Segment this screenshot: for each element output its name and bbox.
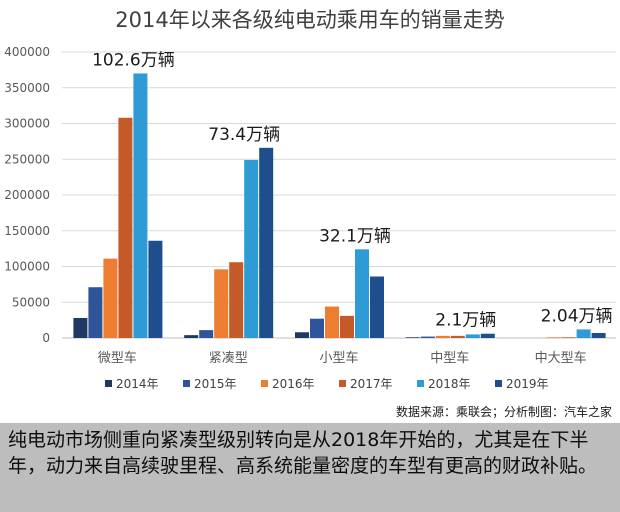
bar (88, 287, 103, 338)
y-tick-label: 200000 (4, 188, 50, 202)
y-tick-label: 300000 (4, 117, 50, 131)
y-tick-label: 250000 (4, 152, 50, 166)
legend: 2014年 2015年 2016年 2017年 2018年 2019年 (105, 377, 549, 391)
bar (229, 262, 244, 338)
sales-bar-chart: 0 50000 100000 150000 200000 250000 300000 3500… (4, 45, 616, 391)
bar-annotation: 2.04万辆 (541, 306, 613, 326)
bar (214, 269, 229, 338)
legend-label: 2016年 (272, 377, 315, 391)
bar (325, 306, 339, 338)
bar (148, 240, 163, 338)
x-category-label: 微型车 (98, 350, 137, 366)
bar (103, 258, 118, 338)
bar (340, 315, 354, 338)
bar (133, 73, 148, 338)
bar-annotation: 73.4万辆 (208, 125, 280, 145)
legend-swatch (339, 380, 346, 387)
x-category-label: 小型车 (319, 350, 358, 366)
bar (118, 117, 133, 338)
bar (73, 317, 88, 338)
legend-label: 2014年 (116, 377, 159, 391)
y-tick-label: 0 (42, 331, 50, 345)
legend-label: 2015年 (194, 377, 237, 391)
bar (184, 335, 199, 338)
bar (244, 159, 259, 338)
legend-swatch (105, 380, 112, 387)
x-category-label: 紧凑型 (209, 351, 248, 366)
x-axis-categories: 微型车 紧凑型 小型车 中型车 中大型车 (98, 350, 587, 366)
legend-label: 2019年 (506, 377, 549, 391)
bar (546, 337, 561, 338)
bar (576, 329, 591, 338)
legend-label: 2018年 (428, 377, 471, 391)
legend-swatch (183, 380, 190, 387)
caption-text: 纯电动市场侧重向紧凑型级别转向是从2018年开始的，尤其是在下半年，动力来自高续… (0, 423, 620, 512)
y-tick-label: 150000 (4, 224, 50, 238)
bar (405, 337, 420, 338)
bar (295, 332, 309, 338)
bar (370, 276, 384, 338)
bar (561, 337, 576, 338)
bar (355, 249, 369, 338)
bar (480, 333, 495, 338)
legend-label: 2017年 (350, 377, 393, 391)
bar (450, 335, 465, 338)
bar (259, 147, 274, 338)
bar-annotation: 2.1万辆 (435, 311, 496, 331)
bar (591, 332, 606, 338)
chart-title: 2014年以来各级纯电动乘用车的销量走势 (115, 8, 505, 32)
source-note: 数据来源：乘联会；分析制图：汽车之家 (395, 405, 612, 419)
y-tick-label: 50000 (12, 295, 50, 309)
bar-annotation: 32.1万辆 (319, 226, 391, 246)
bar (420, 336, 435, 338)
y-tick-label: 100000 (4, 260, 50, 274)
legend-swatch (417, 380, 424, 387)
y-tick-label: 400000 (4, 45, 50, 59)
x-category-label: 中大型车 (535, 350, 587, 366)
y-axis-ticks: 0 50000 100000 150000 200000 250000 300000 3500… (4, 45, 50, 345)
bar (465, 334, 480, 338)
bar (435, 335, 450, 338)
x-category-label: 中型车 (430, 350, 469, 366)
bar (199, 330, 214, 338)
y-tick-label: 350000 (4, 81, 50, 95)
bar (310, 318, 324, 338)
bar-group (73, 73, 606, 338)
bar-annotation: 102.6万辆 (92, 50, 175, 70)
legend-swatch (495, 380, 502, 387)
legend-swatch (261, 380, 268, 387)
total-annotations: 102.6万辆 73.4万辆 32.1万辆 2.1万辆 2.04万辆 (92, 50, 612, 330)
